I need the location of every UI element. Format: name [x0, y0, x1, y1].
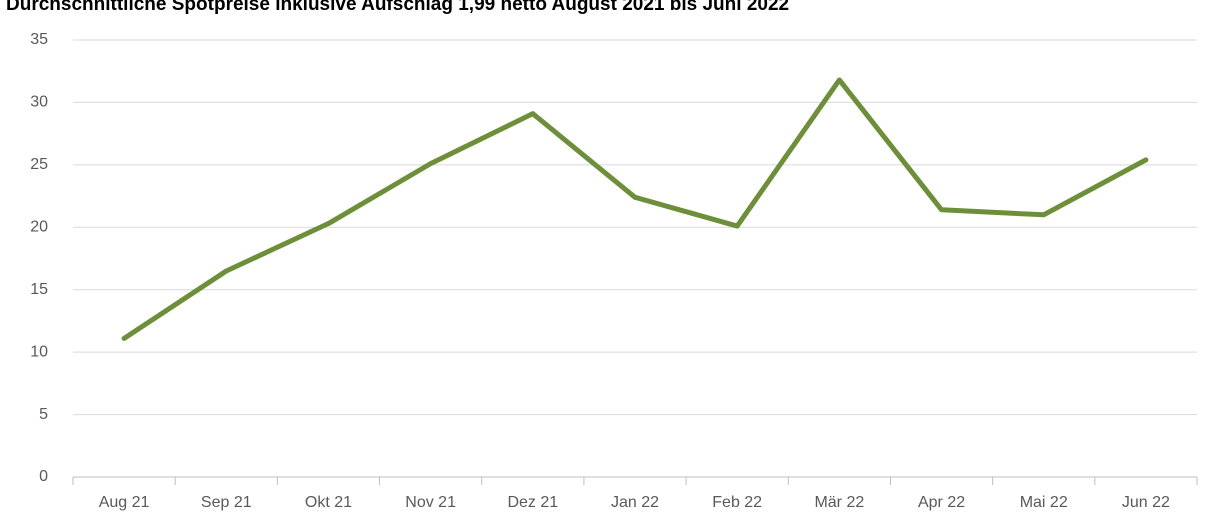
y-tick-label: 30 — [30, 94, 48, 111]
x-tick-label: Apr 22 — [918, 494, 965, 511]
x-tick-label: Feb 22 — [712, 494, 762, 511]
chart-title: Durchschnittliche Spotpreise inklusive A… — [6, 0, 789, 15]
x-tick-label: Jun 22 — [1122, 494, 1170, 511]
x-tick-label: Mai 22 — [1020, 494, 1068, 511]
x-tick-label: Aug 21 — [99, 494, 150, 511]
line-series — [121, 77, 1149, 341]
x-tick-label: Dez 21 — [507, 494, 558, 511]
y-tick-label: 5 — [39, 406, 48, 423]
x-tick-label: Mär 22 — [814, 494, 864, 511]
x-tick-label: Nov 21 — [405, 494, 456, 511]
y-tick-label: 20 — [30, 219, 48, 236]
y-tick-label: 25 — [30, 156, 48, 173]
x-tick-label: Jan 22 — [611, 494, 659, 511]
x-tick-label: Sep 21 — [201, 494, 252, 511]
y-tick-label: 10 — [30, 343, 48, 360]
y-tick-label: 35 — [30, 31, 48, 48]
y-tick-label: 0 — [39, 468, 48, 485]
y-tick-label: 15 — [30, 281, 48, 298]
x-tick-label: Okt 21 — [305, 494, 352, 511]
